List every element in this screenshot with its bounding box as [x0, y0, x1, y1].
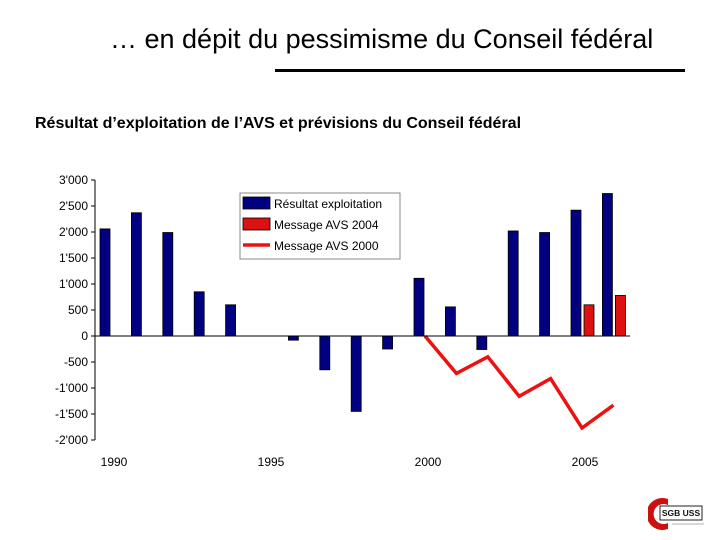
bar-resultat-2000 [413, 277, 425, 337]
sgb-uss-logo: SGB USS [648, 498, 704, 530]
bar-resultat-1998 [350, 335, 362, 412]
y-tick-label: 1'500 [59, 251, 88, 265]
bar-resultat-1993 [193, 291, 205, 337]
x-tick-label: 1995 [258, 455, 285, 469]
bar-resultat-1997 [319, 335, 331, 371]
chart-legend: Résultat exploitation Message AVS 2004 Mes… [239, 192, 401, 260]
bar-resultat-2003 [507, 230, 519, 337]
y-tick-label: 2'500 [59, 199, 88, 213]
bar-resultat-2001 [444, 306, 456, 337]
x-tick-label: 2000 [415, 455, 442, 469]
chart-title: Résultat d’exploitation de l’AVS et prév… [35, 115, 522, 132]
y-tick-label: 1'000 [59, 277, 88, 291]
bar-resultat-1994 [225, 304, 237, 337]
bar-resultat-1996 [287, 335, 299, 341]
bar-resultat-1992 [162, 232, 174, 337]
bar-resultat-1990 [99, 228, 111, 337]
bar-resultat-2006 [602, 193, 613, 337]
legend-label: Message AVS 2004 [274, 218, 379, 232]
legend-swatch [242, 196, 271, 210]
x-tick-label: 1990 [101, 455, 128, 469]
bar-resultat-1991 [130, 212, 142, 337]
legend-swatch [242, 217, 271, 231]
logo-swirl [648, 498, 668, 530]
y-tick-label: 2'000 [59, 225, 88, 239]
y-tick-label: -1'500 [55, 407, 88, 421]
logo-box [659, 505, 703, 521]
legend-label: Message AVS 2000 [274, 239, 379, 253]
y-tick-label: 0 [81, 329, 88, 343]
bar-message2004-2006 [615, 295, 626, 337]
bar-resultat-1999 [382, 335, 394, 350]
bar-resultat-2004 [539, 232, 550, 337]
x-tick-label: 2005 [572, 455, 599, 469]
chart-line [423, 334, 615, 431]
y-tick-label: -500 [64, 355, 88, 369]
title-underline [275, 69, 685, 72]
bar-resultat-2002 [476, 335, 488, 350]
legend-label: Résultat exploitation [274, 197, 382, 211]
y-tick-label: -2'000 [55, 433, 88, 447]
y-tick-label: 500 [68, 303, 88, 317]
logo-text: SGB USS [662, 508, 701, 518]
chart-bars [99, 193, 626, 412]
line-message2000 [423, 334, 615, 431]
chart-axes: 3'000 2'500 2'000 1'500 1'000 500 0 -500 -1'000 -… [55, 173, 630, 469]
y-tick-label: 3'000 [59, 173, 88, 187]
slide-title: … en dépit du pessimisme du Conseil fédé… [110, 24, 654, 54]
bar-message2004-2005 [583, 304, 595, 337]
bar-resultat-2005 [570, 209, 582, 337]
y-tick-label: -1'000 [55, 381, 88, 395]
